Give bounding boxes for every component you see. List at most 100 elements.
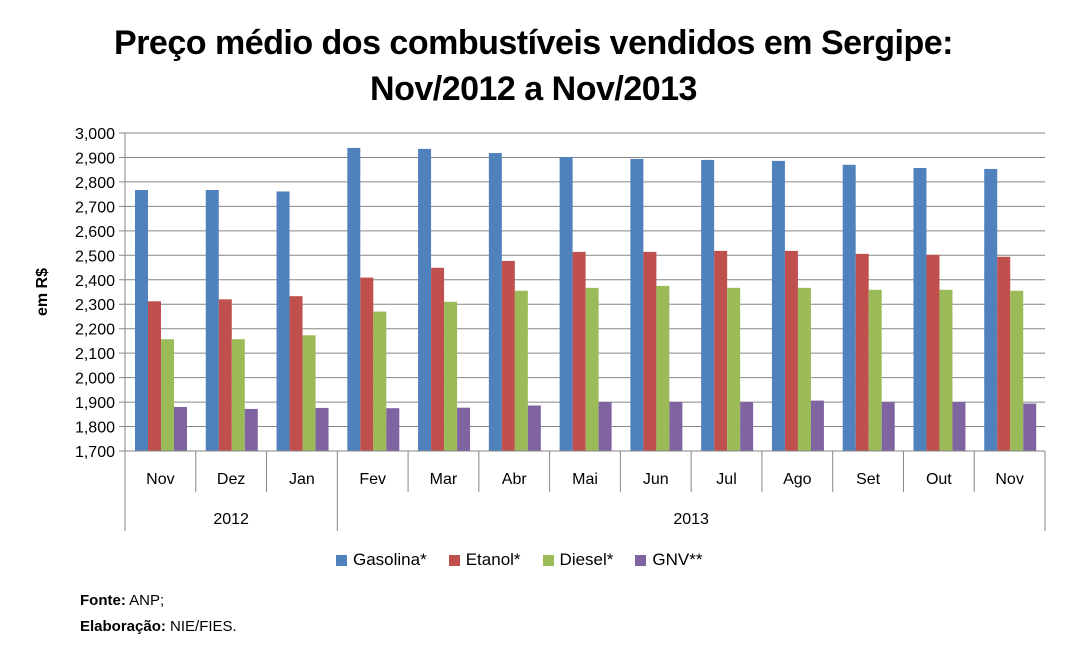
bar-gasolina-8 <box>701 159 715 451</box>
y-tick-label: 2,000 <box>75 371 115 388</box>
bar-etanol-7 <box>643 251 657 451</box>
bar-diesel-8 <box>727 287 741 451</box>
legend-swatch-icon <box>542 554 554 566</box>
bar-gasolina-10 <box>842 164 856 452</box>
y-tick-labels: 1,700 1,800 1,900 2,000 2,100 2,200 2,300 2,400… <box>75 126 115 461</box>
bar-diesel-4 <box>444 301 458 451</box>
bar-etanol-12 <box>997 256 1011 451</box>
bar-etanol-2 <box>289 296 303 451</box>
source-label: Fonte: <box>80 592 126 609</box>
y-tick-label: 2,800 <box>75 175 115 192</box>
y-tick-label: 2,400 <box>75 273 115 290</box>
bar-etanol-5 <box>501 260 515 451</box>
bar-gasolina-7 <box>630 158 644 451</box>
bar-diesel-9 <box>797 287 811 451</box>
bar-gasolina-9 <box>771 160 785 451</box>
bar-etanol-1 <box>218 299 232 451</box>
x-tick-label: Abr <box>502 471 528 488</box>
legend-item: Etanol* <box>448 550 521 570</box>
legend-item: Diesel* <box>542 550 614 570</box>
y-tick-label: 1,800 <box>75 420 115 437</box>
bar-gnv-1 <box>244 408 258 451</box>
y-tick-label: 1,700 <box>75 444 115 461</box>
bars <box>135 147 1037 452</box>
bar-gasolina-1 <box>205 189 219 451</box>
bar-gasolina-4 <box>418 148 432 451</box>
bar-gnv-6 <box>598 402 612 451</box>
legend-label: Gasolina* <box>353 550 427 569</box>
y-axis-label: em R$ <box>34 268 51 316</box>
bar-etanol-4 <box>431 267 445 451</box>
legend-item: GNV** <box>635 550 702 570</box>
x-axis: Nov Dez Jan Fev Mar Abr Mai Jun Jul Ago Set Out Nov 2… <box>124 450 1046 531</box>
bar-gnv-2 <box>315 407 329 451</box>
x-tick-label: Jun <box>643 471 669 488</box>
bar-diesel-5 <box>514 290 528 451</box>
legend-swatch-icon <box>336 554 347 566</box>
x-tick-label: Ago <box>783 471 812 488</box>
bar-etanol-6 <box>572 251 586 451</box>
bar-diesel-7 <box>656 285 670 451</box>
credit-value: NIE/FIES. <box>170 618 237 635</box>
bar-diesel-1 <box>231 339 245 451</box>
x-tick-label: Nov <box>995 471 1023 488</box>
bar-gnv-12 <box>1023 403 1037 451</box>
bar-etanol-0 <box>148 301 161 451</box>
source-value: ANP; <box>129 592 165 609</box>
legend: Gasolina* Etanol* Diesel* GNV** <box>336 550 702 570</box>
bar-diesel-6 <box>585 287 599 451</box>
y-tick-label: 2,500 <box>75 248 115 265</box>
bar-gasolina-2 <box>276 191 290 451</box>
credit-label: Elaboração: <box>80 618 166 635</box>
bar-gnv-5 <box>527 405 541 451</box>
legend-swatch-icon <box>448 554 460 566</box>
x-tick-label: Out <box>926 471 952 488</box>
y-tick-label: 2,700 <box>75 199 115 216</box>
y-tick-label: 2,100 <box>75 346 115 363</box>
y-tick-label: 1,900 <box>75 395 115 412</box>
legend-label: GNV** <box>652 550 703 569</box>
credit-note: Elaboração: NIE/FIES. <box>80 618 237 635</box>
legend-label: Diesel* <box>559 550 614 569</box>
bar-diesel-11 <box>939 289 953 451</box>
x-tick-label: Jul <box>716 471 736 488</box>
x-tick-label: Nov <box>146 471 174 488</box>
bar-gnv-0 <box>174 406 187 451</box>
bar-diesel-0 <box>161 339 174 451</box>
chart-title: Preço médio dos combustíveis vendidos em… <box>114 24 953 62</box>
x-tick-label: Jan <box>289 471 315 488</box>
bar-diesel-12 <box>1010 290 1024 451</box>
chart-subtitle: Nov/2012 a Nov/2013 <box>370 70 697 108</box>
y-tick-label: 2,300 <box>75 297 115 314</box>
bar-gnv-8 <box>740 402 754 451</box>
bar-etanol-3 <box>360 277 374 451</box>
bar-etanol-11 <box>926 254 940 451</box>
bar-gnv-11 <box>952 402 966 451</box>
bar-gasolina-11 <box>913 167 927 452</box>
bar-gnv-10 <box>881 402 895 451</box>
bar-gasolina-6 <box>559 156 573 452</box>
bar-etanol-8 <box>714 250 728 451</box>
bar-gasolina-5 <box>488 153 502 451</box>
bar-gasolina-3 <box>347 147 361 451</box>
bar-gnv-9 <box>810 400 824 451</box>
bar-gnv-7 <box>669 402 683 451</box>
year-label: 2012 <box>213 511 249 528</box>
y-tick-label: 2,600 <box>75 224 115 241</box>
y-tick-label: 2,200 <box>75 322 115 339</box>
bar-gnv-4 <box>457 407 471 451</box>
x-tick-label: Dez <box>217 471 245 488</box>
x-tick-label: Set <box>856 471 881 488</box>
bar-gnv-3 <box>386 408 400 451</box>
x-tick-label: Mar <box>430 471 458 488</box>
legend-item: Gasolina* <box>336 550 427 570</box>
y-tick-label: 3,000 <box>75 126 115 143</box>
y-tick-label: 2,900 <box>75 150 115 167</box>
bar-etanol-10 <box>855 253 869 451</box>
x-tick-label: Mai <box>572 471 598 488</box>
legend-label: Etanol* <box>465 550 521 569</box>
bar-diesel-3 <box>373 311 387 451</box>
bar-gasolina-0 <box>135 189 148 451</box>
bar-gasolina-12 <box>984 168 998 451</box>
